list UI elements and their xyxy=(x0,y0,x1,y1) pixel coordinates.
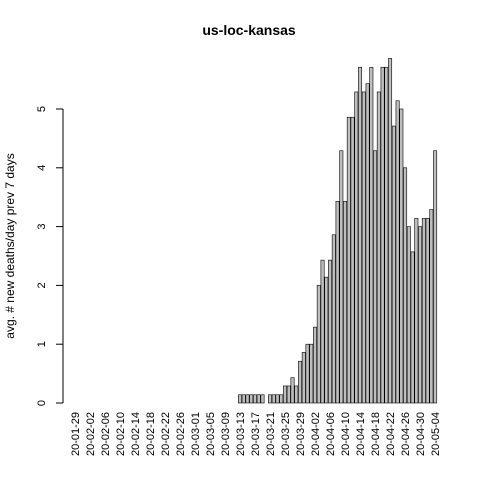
bar-87 xyxy=(399,108,404,404)
bar-94 xyxy=(425,218,430,404)
bar-48 xyxy=(253,394,257,404)
bar-45 xyxy=(241,394,246,404)
y-tick-label-0: 0 xyxy=(36,400,48,406)
y-tick-label-3: 3 xyxy=(36,224,48,230)
x-axis: 20-01-29 20-02-02 20-02-06 20-02-10 20-02-14… xyxy=(70,412,442,456)
bars xyxy=(238,58,438,404)
bar-63 xyxy=(309,343,314,404)
x-tick-label-16: 20-04-02 xyxy=(310,412,322,456)
y-tick-label-4: 4 xyxy=(36,165,48,171)
y-axis-label: avg. # new deaths/day prev 7 days xyxy=(3,153,17,338)
bar-60 xyxy=(298,360,302,404)
bar-88 xyxy=(403,167,408,404)
bar-77 xyxy=(361,91,366,404)
bar-78 xyxy=(365,83,370,404)
x-tick-label-23: 20-04-30 xyxy=(415,412,427,456)
x-tick-label-9: 20-03-05 xyxy=(205,412,217,456)
x-tick-label-12: 20-03-17 xyxy=(250,412,262,456)
bar-69 xyxy=(331,234,336,404)
x-tick-label-18: 20-04-10 xyxy=(340,412,352,456)
bar-82 xyxy=(380,66,385,404)
x-tick-label-17: 20-04-06 xyxy=(325,412,337,456)
bar-72 xyxy=(343,201,348,404)
bar-74 xyxy=(350,116,355,404)
bar-61 xyxy=(301,352,306,404)
bar-52 xyxy=(268,394,272,404)
bar-83 xyxy=(384,66,389,404)
x-tick-label-8: 20-03-01 xyxy=(190,412,202,456)
x-tick-label-14: 20-03-25 xyxy=(280,412,292,456)
bar-96 xyxy=(433,150,438,404)
bar-95 xyxy=(429,209,434,404)
bar-76 xyxy=(358,66,363,404)
bar-44 xyxy=(238,394,242,404)
x-tick-label-5: 20-02-18 xyxy=(145,412,157,456)
bar-54 xyxy=(275,394,280,404)
bar-81 xyxy=(376,91,381,404)
x-tick-label-20: 20-04-18 xyxy=(370,412,382,456)
x-tick-label-4: 20-02-14 xyxy=(130,412,142,456)
bar-59 xyxy=(294,385,299,404)
bar-50 xyxy=(260,394,265,404)
x-tick-label-6: 20-02-22 xyxy=(160,412,172,456)
bar-65 xyxy=(316,285,321,404)
x-tick-label-11: 20-03-13 xyxy=(235,412,247,456)
bar-73 xyxy=(346,116,351,404)
bar-67 xyxy=(324,276,329,404)
x-tick-label-24: 20-05-04 xyxy=(430,412,442,456)
bar-47 xyxy=(249,394,254,404)
bar-84 xyxy=(388,58,393,404)
bar-79 xyxy=(369,66,374,404)
y-axis: 0 1 2 3 4 5 xyxy=(36,106,64,406)
bar-53 xyxy=(271,394,276,404)
bar-71 xyxy=(339,150,344,404)
x-tick-label-13: 20-03-21 xyxy=(265,412,277,456)
bar-58 xyxy=(290,377,295,404)
bar-64 xyxy=(313,326,317,404)
bar-46 xyxy=(245,394,250,404)
y-tick-label-2: 2 xyxy=(36,282,48,288)
bar-85 xyxy=(391,125,396,404)
bar-68 xyxy=(328,259,332,404)
x-tick-label-22: 20-04-26 xyxy=(400,412,412,456)
x-tick-label-10: 20-03-09 xyxy=(220,412,232,456)
bar-62 xyxy=(305,343,310,404)
bar-92 xyxy=(418,226,423,404)
bar-93 xyxy=(421,218,426,404)
bar-66 xyxy=(320,259,325,404)
y-tick-label-5: 5 xyxy=(36,106,48,112)
bar-80 xyxy=(373,150,378,404)
bar-49 xyxy=(256,394,261,404)
bar-90 xyxy=(410,251,415,404)
chart-title: us-loc-kansas xyxy=(202,22,296,38)
x-tick-label-0: 20-01-29 xyxy=(70,412,82,456)
x-tick-label-19: 20-04-14 xyxy=(355,412,367,456)
x-tick-label-7: 20-02-26 xyxy=(175,412,187,456)
bar-70 xyxy=(335,201,340,404)
bar-56 xyxy=(283,385,287,404)
bar-75 xyxy=(354,91,359,404)
y-tick-label-1: 1 xyxy=(36,341,48,347)
bar-57 xyxy=(286,385,291,404)
bar-86 xyxy=(395,100,400,404)
bar-55 xyxy=(279,394,284,404)
x-tick-label-21: 20-04-22 xyxy=(385,412,397,456)
x-tick-label-1: 20-02-02 xyxy=(85,412,97,456)
x-tick-label-15: 20-03-29 xyxy=(295,412,307,456)
x-tick-label-2: 20-02-06 xyxy=(100,412,112,456)
x-tick-label-3: 20-02-10 xyxy=(115,412,127,456)
bar-89 xyxy=(406,226,411,404)
bar-91 xyxy=(414,218,419,404)
